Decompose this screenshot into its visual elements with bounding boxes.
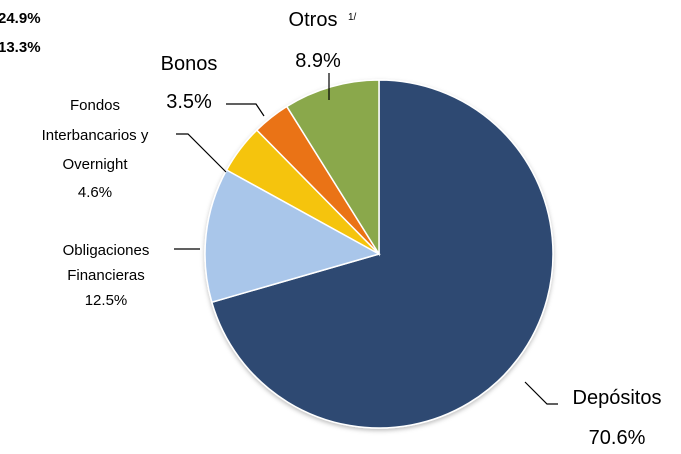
slice-depositos <box>210 79 554 429</box>
slice-otros <box>285 79 380 257</box>
slice-obligaciones <box>204 168 381 304</box>
leader-fondos <box>176 133 227 173</box>
label-otros-name: Otros <box>289 9 338 31</box>
label-obligaciones-line2: Financieras <box>67 267 145 284</box>
label-fondos-line2: Interbancarios y <box>42 127 149 144</box>
label-otros-value: 8.9% <box>295 50 341 72</box>
leader-depositos <box>524 381 558 405</box>
label-fondos-line3: Overnight <box>62 156 128 173</box>
label-otros-footnote: 1/ <box>348 12 357 23</box>
label-obligaciones-line1: Obligaciones <box>63 242 150 259</box>
label-depositos-name: Depósitos <box>573 387 662 409</box>
label-fondos-line1: Fondos <box>70 97 120 114</box>
label-bonos-name: Bonos <box>161 53 218 75</box>
label-obligaciones-value: 12.5% <box>85 292 128 309</box>
label-fondos-value: 4.6% <box>78 184 112 201</box>
corner-value-2: 13.3% <box>0 39 41 56</box>
leader-bonos <box>226 103 265 117</box>
pie-slices <box>204 79 554 429</box>
label-bonos-value: 3.5% <box>166 91 212 113</box>
corner-value-1: 24.9% <box>0 10 41 27</box>
label-depositos-value: 70.6% <box>589 427 646 449</box>
